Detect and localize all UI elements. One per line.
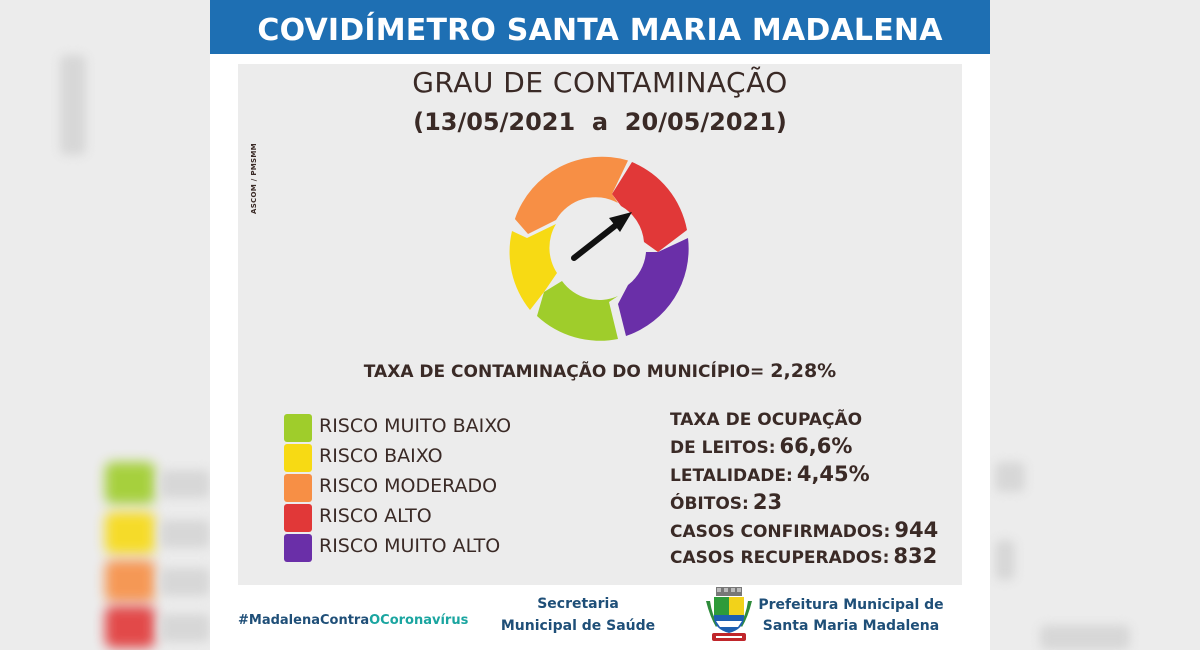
deaths-value: 23 (752, 490, 783, 514)
legend-swatch (284, 504, 312, 532)
recovered-row: CASOS RECUPERADOS: 832 (670, 544, 937, 568)
occupancy-label: TAXA DE OCUPAÇÃO (670, 410, 862, 430)
panel-title: GRAU DE CONTAMINAÇÃO (412, 66, 788, 99)
legend-swatch (284, 474, 312, 502)
prefeitura-label: Prefeitura Municipal de Santa Maria Mada… (758, 595, 944, 637)
legend-label: RISCO MUITO BAIXO (319, 415, 512, 437)
legend-swatch (284, 414, 312, 442)
gauge-segment-muito-baixo (537, 281, 618, 341)
blurred-bar (60, 55, 86, 155)
confirmed-label: CASOS CONFIRMADOS: (670, 522, 891, 542)
occupancy-value: 66,6% (779, 434, 853, 458)
recovered-label: CASOS RECUPERADOS: (670, 548, 890, 568)
occupancy-label-line2: DE LEITOS: (670, 438, 776, 458)
gauge-segment-alto (612, 162, 687, 252)
prefeitura-line2: Santa Maria Madalena (762, 618, 940, 634)
hashtag-part-a: #MadalenaContra (238, 613, 370, 628)
gauge-center (557, 205, 643, 291)
blurred-bar (160, 568, 210, 596)
occupancy-label-line1: TAXA DE OCUPAÇÃO (670, 410, 863, 430)
gauge-segment-moderado (514, 156, 628, 234)
arrow-icon (571, 212, 632, 261)
lethality-label: LETALIDADE: (670, 466, 793, 486)
blurred-bar (160, 470, 210, 498)
lethality-row: LETALIDADE: 4,45% (670, 462, 870, 486)
legend-label: RISCO MODERADO (319, 475, 498, 497)
blurred-bar (160, 614, 210, 642)
blurred-swatch (105, 462, 155, 504)
legend-swatch (284, 444, 312, 472)
hashtag-part-b: OCoronavírus (369, 613, 469, 628)
deaths-label: ÓBITOS: (670, 494, 749, 514)
date-range: (13/05/2021 a 20/05/2021) (413, 108, 787, 136)
blurred-bar (1040, 625, 1130, 650)
legend-item: RISCO MODERADO (284, 474, 564, 502)
contamination-rate: TAXA DE CONTAMINAÇÃO DO MUNICÍPIO= 2,28% (238, 360, 962, 382)
prefeitura-line1: Prefeitura Municipal de (758, 597, 944, 613)
confirmed-row: CASOS CONFIRMADOS: 944 (670, 518, 938, 542)
blurred-bar (995, 540, 1015, 580)
occupancy-row: DE LEITOS: 66,6% (670, 434, 852, 458)
rate-label: TAXA DE CONTAMINAÇÃO DO MUNICÍPIO= (363, 362, 765, 382)
legend-item: RISCO ALTO (284, 504, 564, 532)
blurred-swatch (105, 512, 155, 554)
gauge-segment-baixo (509, 224, 557, 310)
secretaria-line2: Municipal de Saúde (500, 618, 656, 634)
gauge-segment-muito-alto (618, 238, 689, 336)
legend-label: RISCO BAIXO (319, 445, 443, 467)
page-title: COVIDÍMETRO SANTA MARIA MADALENA (210, 0, 990, 54)
legend-swatch (284, 534, 312, 562)
blurred-swatch (105, 606, 155, 648)
blurred-swatch (105, 560, 155, 602)
legend-item: RISCO BAIXO (284, 444, 564, 472)
confirmed-value: 944 (894, 518, 939, 542)
deaths-row: ÓBITOS: 23 (670, 490, 782, 514)
legend-label: RISCO ALTO (319, 505, 432, 527)
lethality-value: 4,45% (796, 462, 870, 486)
rate-value: 2,28% (770, 360, 837, 382)
credit-text: ASCOM / PMSMM (250, 143, 258, 214)
municipal-crest-icon (706, 587, 752, 641)
hashtag: #MadalenaContraOCoronavírus (238, 613, 468, 628)
contamination-panel: GRAU DE CONTAMINAÇÃO (13/05/2021 a 20/05… (238, 64, 962, 585)
recovered-value: 832 (893, 544, 938, 568)
footer: #MadalenaContraOCoronavírus Secretaria M… (210, 585, 990, 650)
blurred-bar (160, 520, 210, 548)
blurred-bar (995, 462, 1025, 492)
legend-label: RISCO MUITO ALTO (319, 535, 501, 557)
secretaria-line1: Secretaria (537, 596, 619, 612)
risk-gauge (509, 156, 689, 341)
legend-item: RISCO MUITO BAIXO (284, 414, 564, 442)
legend-item: RISCO MUITO ALTO (284, 534, 564, 562)
secretaria-label: Secretaria Municipal de Saúde (488, 593, 668, 637)
covid-poster: COVIDÍMETRO SANTA MARIA MADALENA GRAU DE… (210, 0, 990, 650)
